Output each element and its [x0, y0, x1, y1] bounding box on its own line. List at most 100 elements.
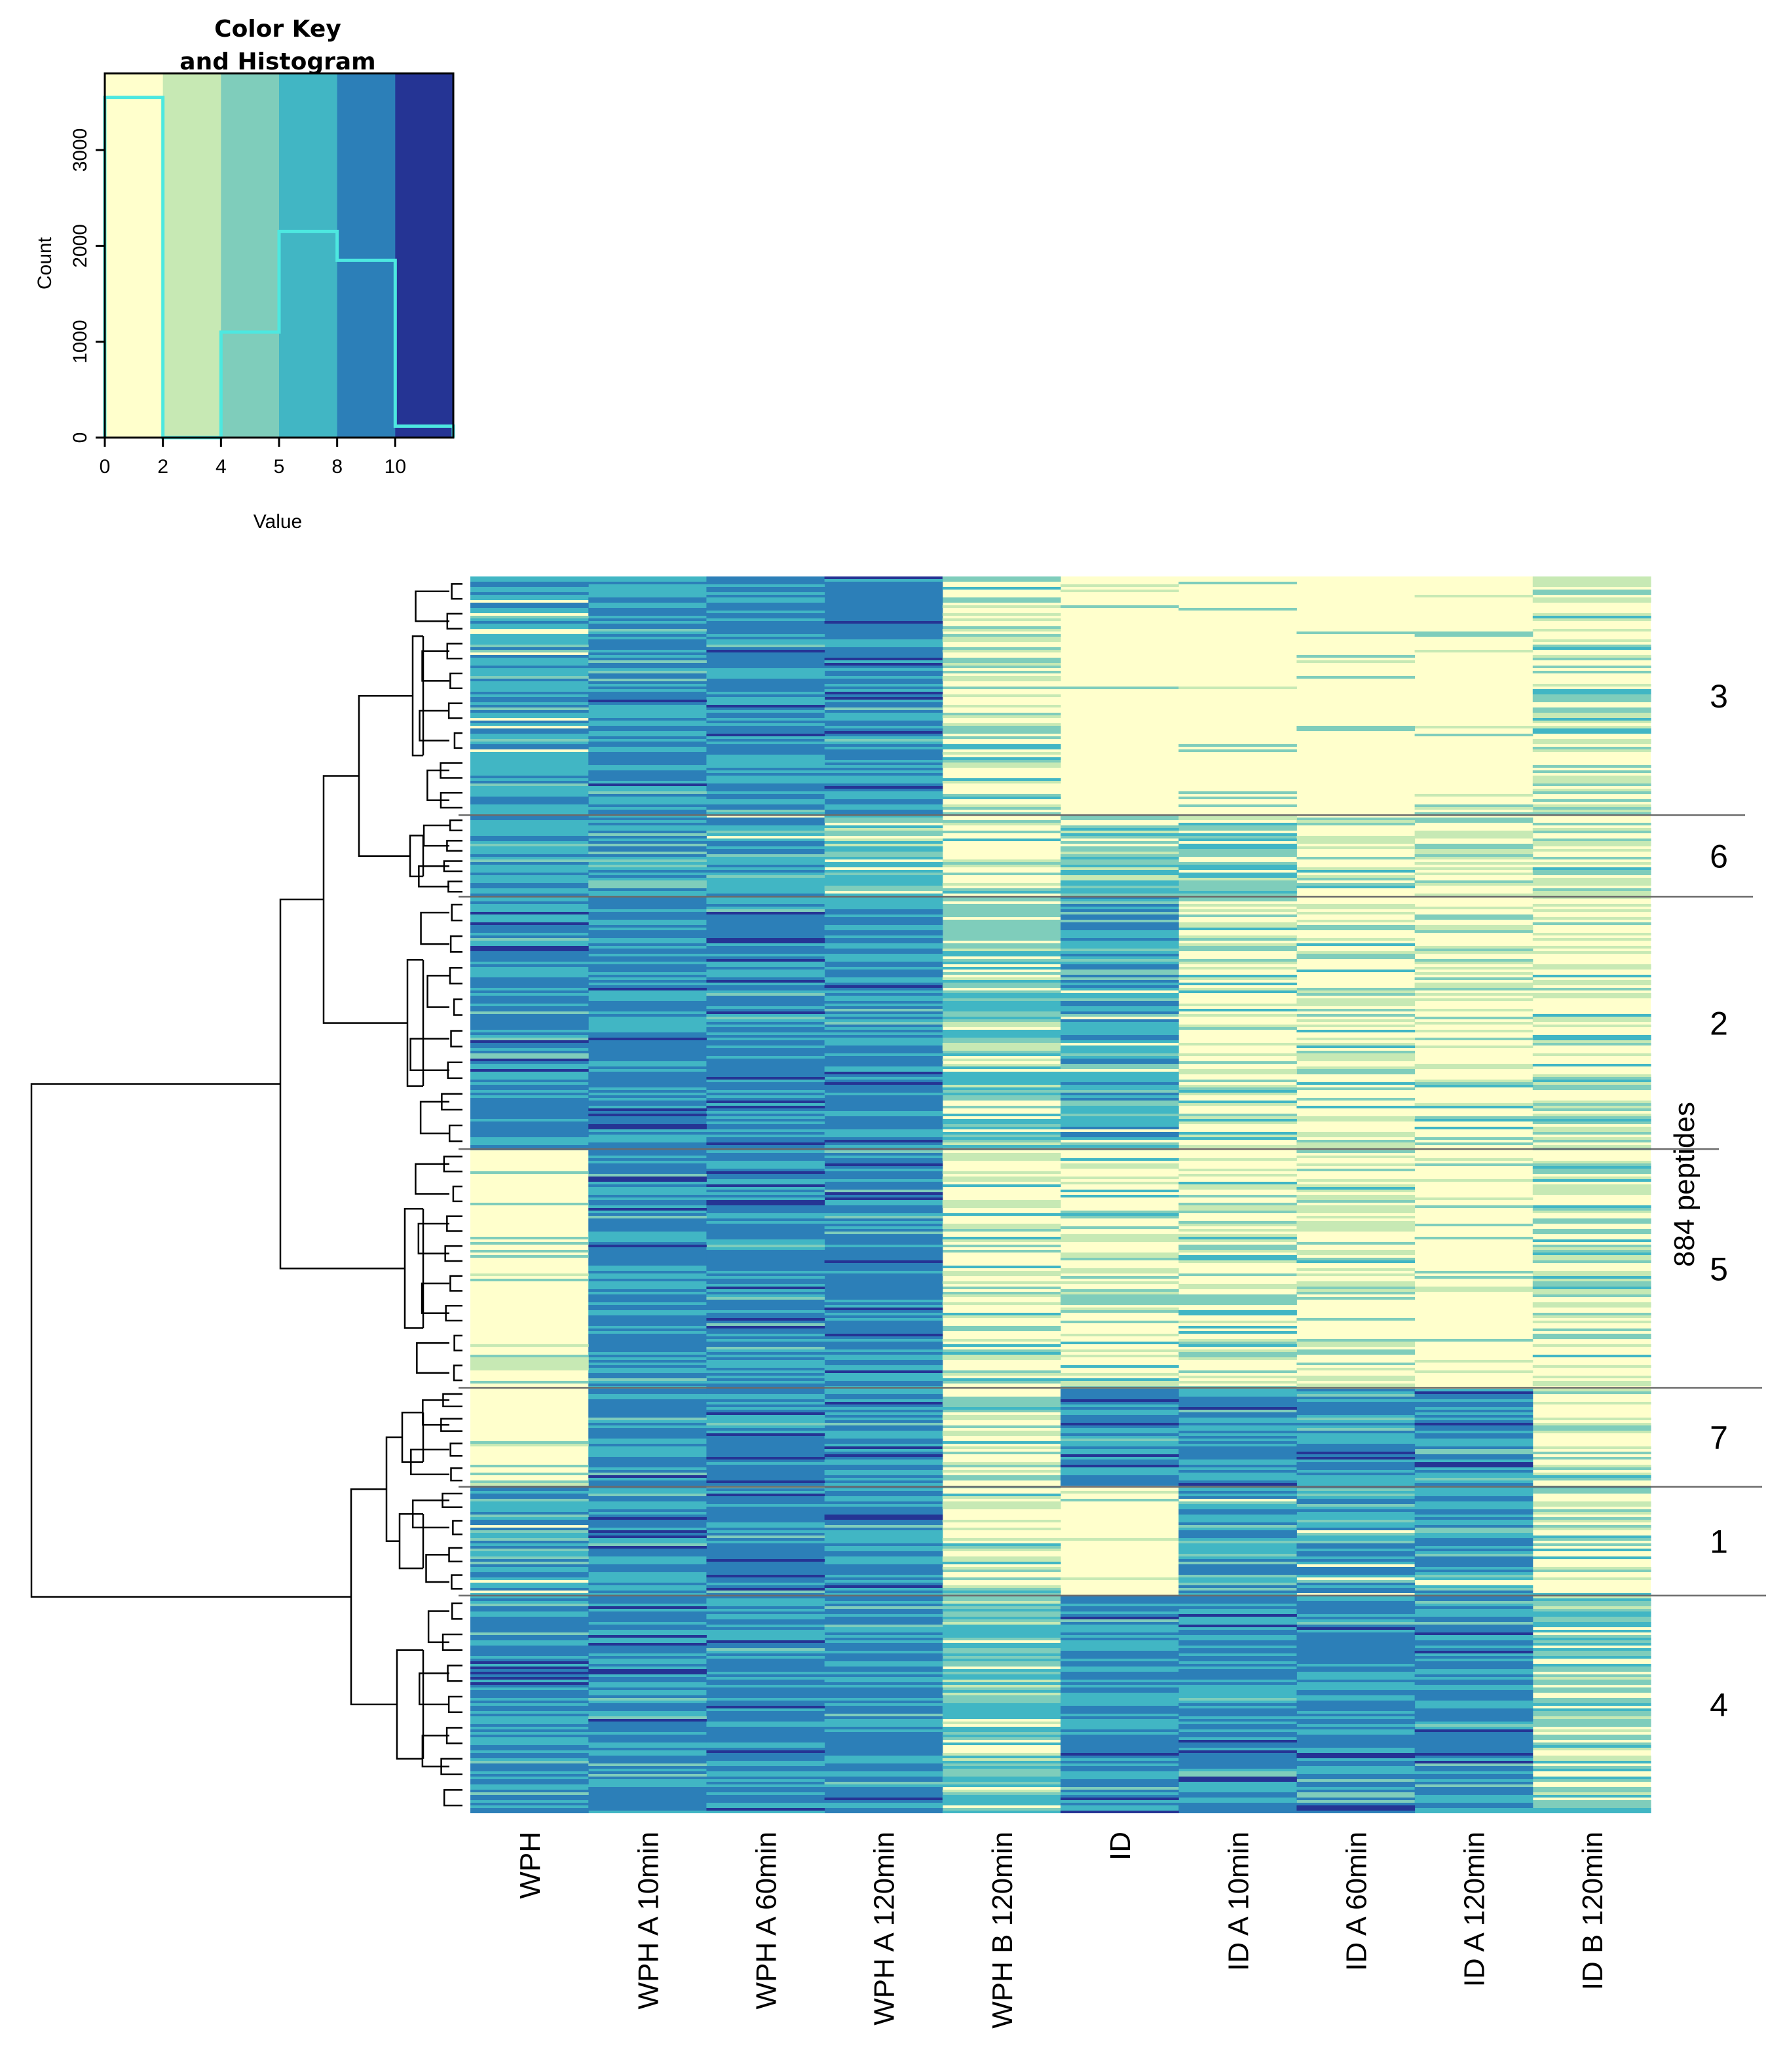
color-key-histogram-line — [103, 96, 455, 440]
dendrogram-branch — [409, 1038, 449, 1072]
color-key-histogram — [103, 96, 455, 440]
dendrogram-leaf — [447, 1061, 462, 1080]
dendrogram-leaf — [449, 819, 462, 831]
color-key-y-tick-label: 0 — [69, 432, 91, 443]
heatmap-cell-group — [1061, 828, 1179, 1811]
dendrogram-branch — [398, 1513, 423, 1570]
cluster-label: 6 — [1710, 838, 1728, 875]
heatmap-cell-group — [588, 700, 707, 1722]
heatmap-cell-group — [1414, 1394, 1533, 1808]
dendrogram-leaf — [446, 612, 462, 630]
dendrogram-leaf — [449, 1442, 462, 1457]
color-key-x-tick-label: 8 — [331, 456, 343, 478]
dendrogram-leaf — [452, 1185, 462, 1203]
heatmap-cell-group — [1532, 576, 1651, 1795]
dendrogram-branch — [415, 590, 449, 622]
cluster-label: 5 — [1710, 1251, 1728, 1287]
column-label: WPH A 120min — [869, 1832, 901, 2025]
dendrogram-leaf — [447, 1695, 462, 1713]
dendrogram-leaf — [443, 1789, 462, 1807]
heatmap-cell-group — [588, 582, 707, 1811]
color-key-bin — [162, 73, 221, 438]
dendrogram-leaf — [449, 1275, 462, 1292]
color-key-x-tick-label: 10 — [385, 456, 406, 478]
heatmap-cell-group — [1178, 823, 1297, 1803]
dendrogram-leaf — [451, 903, 462, 922]
dendrogram-branch — [350, 1488, 397, 1706]
dendrogram-leaf — [449, 672, 462, 690]
cluster-label: 1 — [1710, 1524, 1728, 1560]
color-key-x-tick-label: 5 — [274, 456, 285, 478]
heatmap-cell-group — [942, 605, 1061, 1792]
cluster-label: 3 — [1710, 678, 1728, 715]
dendrogram-leaf — [453, 1334, 462, 1351]
dendrogram-leaf — [448, 1547, 462, 1563]
heatmap-cell-group — [706, 650, 825, 1811]
color-key-bin — [395, 73, 454, 438]
dendrogram-branch — [415, 1163, 449, 1195]
column-label: ID A 10min — [1222, 1832, 1254, 1971]
dendrogram-branch — [423, 824, 449, 847]
color-key-x-axis: 0 2 4 5 8 10 — [100, 438, 406, 478]
heatmap-cell-group — [1296, 870, 1416, 1790]
color-key-x-tick-label: 2 — [157, 456, 168, 478]
heatmap-cell-group — [1061, 896, 1179, 1805]
dendrogram-leaf — [449, 935, 462, 953]
dendrogram-branch — [419, 1101, 449, 1135]
dendrogram-leaf — [451, 1602, 462, 1620]
dendrogram-branch — [401, 1412, 423, 1463]
color-key-y-label: Count — [34, 236, 56, 290]
heatmap-cell-group — [942, 587, 1061, 1813]
heatmap-cell-group — [470, 616, 589, 1795]
heatmap-cell-group — [824, 582, 943, 1813]
dendrogram-leaf — [450, 1030, 462, 1047]
color-key-bin — [279, 73, 338, 438]
dendrogram-branch — [409, 835, 423, 878]
dendrogram-leaf — [448, 1124, 462, 1142]
heatmap-cell-group — [470, 576, 589, 1808]
color-key-title-line2: and Histogram — [179, 48, 375, 75]
column-labels: WPH WPH A 10min WPH A 60min WPH A 120min WPH… — [514, 1832, 1609, 2029]
dendrogram-leaf — [449, 967, 462, 985]
dendrogram-leaf — [446, 643, 462, 660]
cluster-label: 7 — [1710, 1420, 1728, 1456]
heatmap-cell-group — [1178, 687, 1297, 1384]
heatmap-cell-group — [706, 584, 825, 1813]
peptide-count-label: 884 peptides — [1668, 1102, 1701, 1267]
heatmap-cell-group — [1414, 595, 1533, 1373]
row-dendrogram — [30, 583, 462, 1807]
dendrogram-leaf — [447, 880, 462, 893]
heatmap-cell-group — [1414, 631, 1533, 1787]
column-label: WPH — [514, 1832, 546, 1899]
color-key-x-label: Value — [254, 511, 303, 533]
cluster-label: 2 — [1710, 1006, 1728, 1042]
cluster-labels: 3 6 2 5 7 1 4 — [1710, 678, 1728, 1724]
dendrogram-leaf — [453, 1365, 462, 1382]
dendrogram-leaf — [447, 1665, 462, 1682]
color-key-x-tick-label: 4 — [216, 456, 227, 478]
heatmap-cell-group — [824, 828, 943, 846]
dendrogram-branch — [426, 975, 449, 1008]
column-label: ID — [1104, 1832, 1137, 1860]
color-key-y-tick-label: 3000 — [69, 128, 91, 172]
dendrogram-branch — [419, 709, 449, 742]
color-key-bin — [221, 73, 280, 438]
column-label: ID B 120min — [1577, 1832, 1609, 1990]
dendrogram-leaf — [447, 702, 462, 719]
cluster-label: 4 — [1710, 1687, 1728, 1724]
dendrogram-leaf — [451, 1574, 462, 1590]
color-key-title-line1: Color Key — [214, 16, 341, 43]
dendrogram-leaf — [451, 583, 462, 600]
dendrogram-branch — [421, 1282, 449, 1314]
dendrogram-branch — [426, 769, 449, 801]
color-key-bin — [337, 73, 396, 438]
heatmap-cell-group — [470, 582, 589, 1813]
dendrogram-branch — [404, 1207, 423, 1329]
dendrogram-branch — [420, 911, 449, 945]
dendrogram-branch — [427, 1610, 449, 1644]
heatmap-cell-group — [1296, 1389, 1416, 1813]
dendrogram-branch — [322, 775, 407, 1024]
heatmap-cell-group — [1296, 660, 1416, 1389]
dendrogram-branch — [421, 1735, 449, 1768]
